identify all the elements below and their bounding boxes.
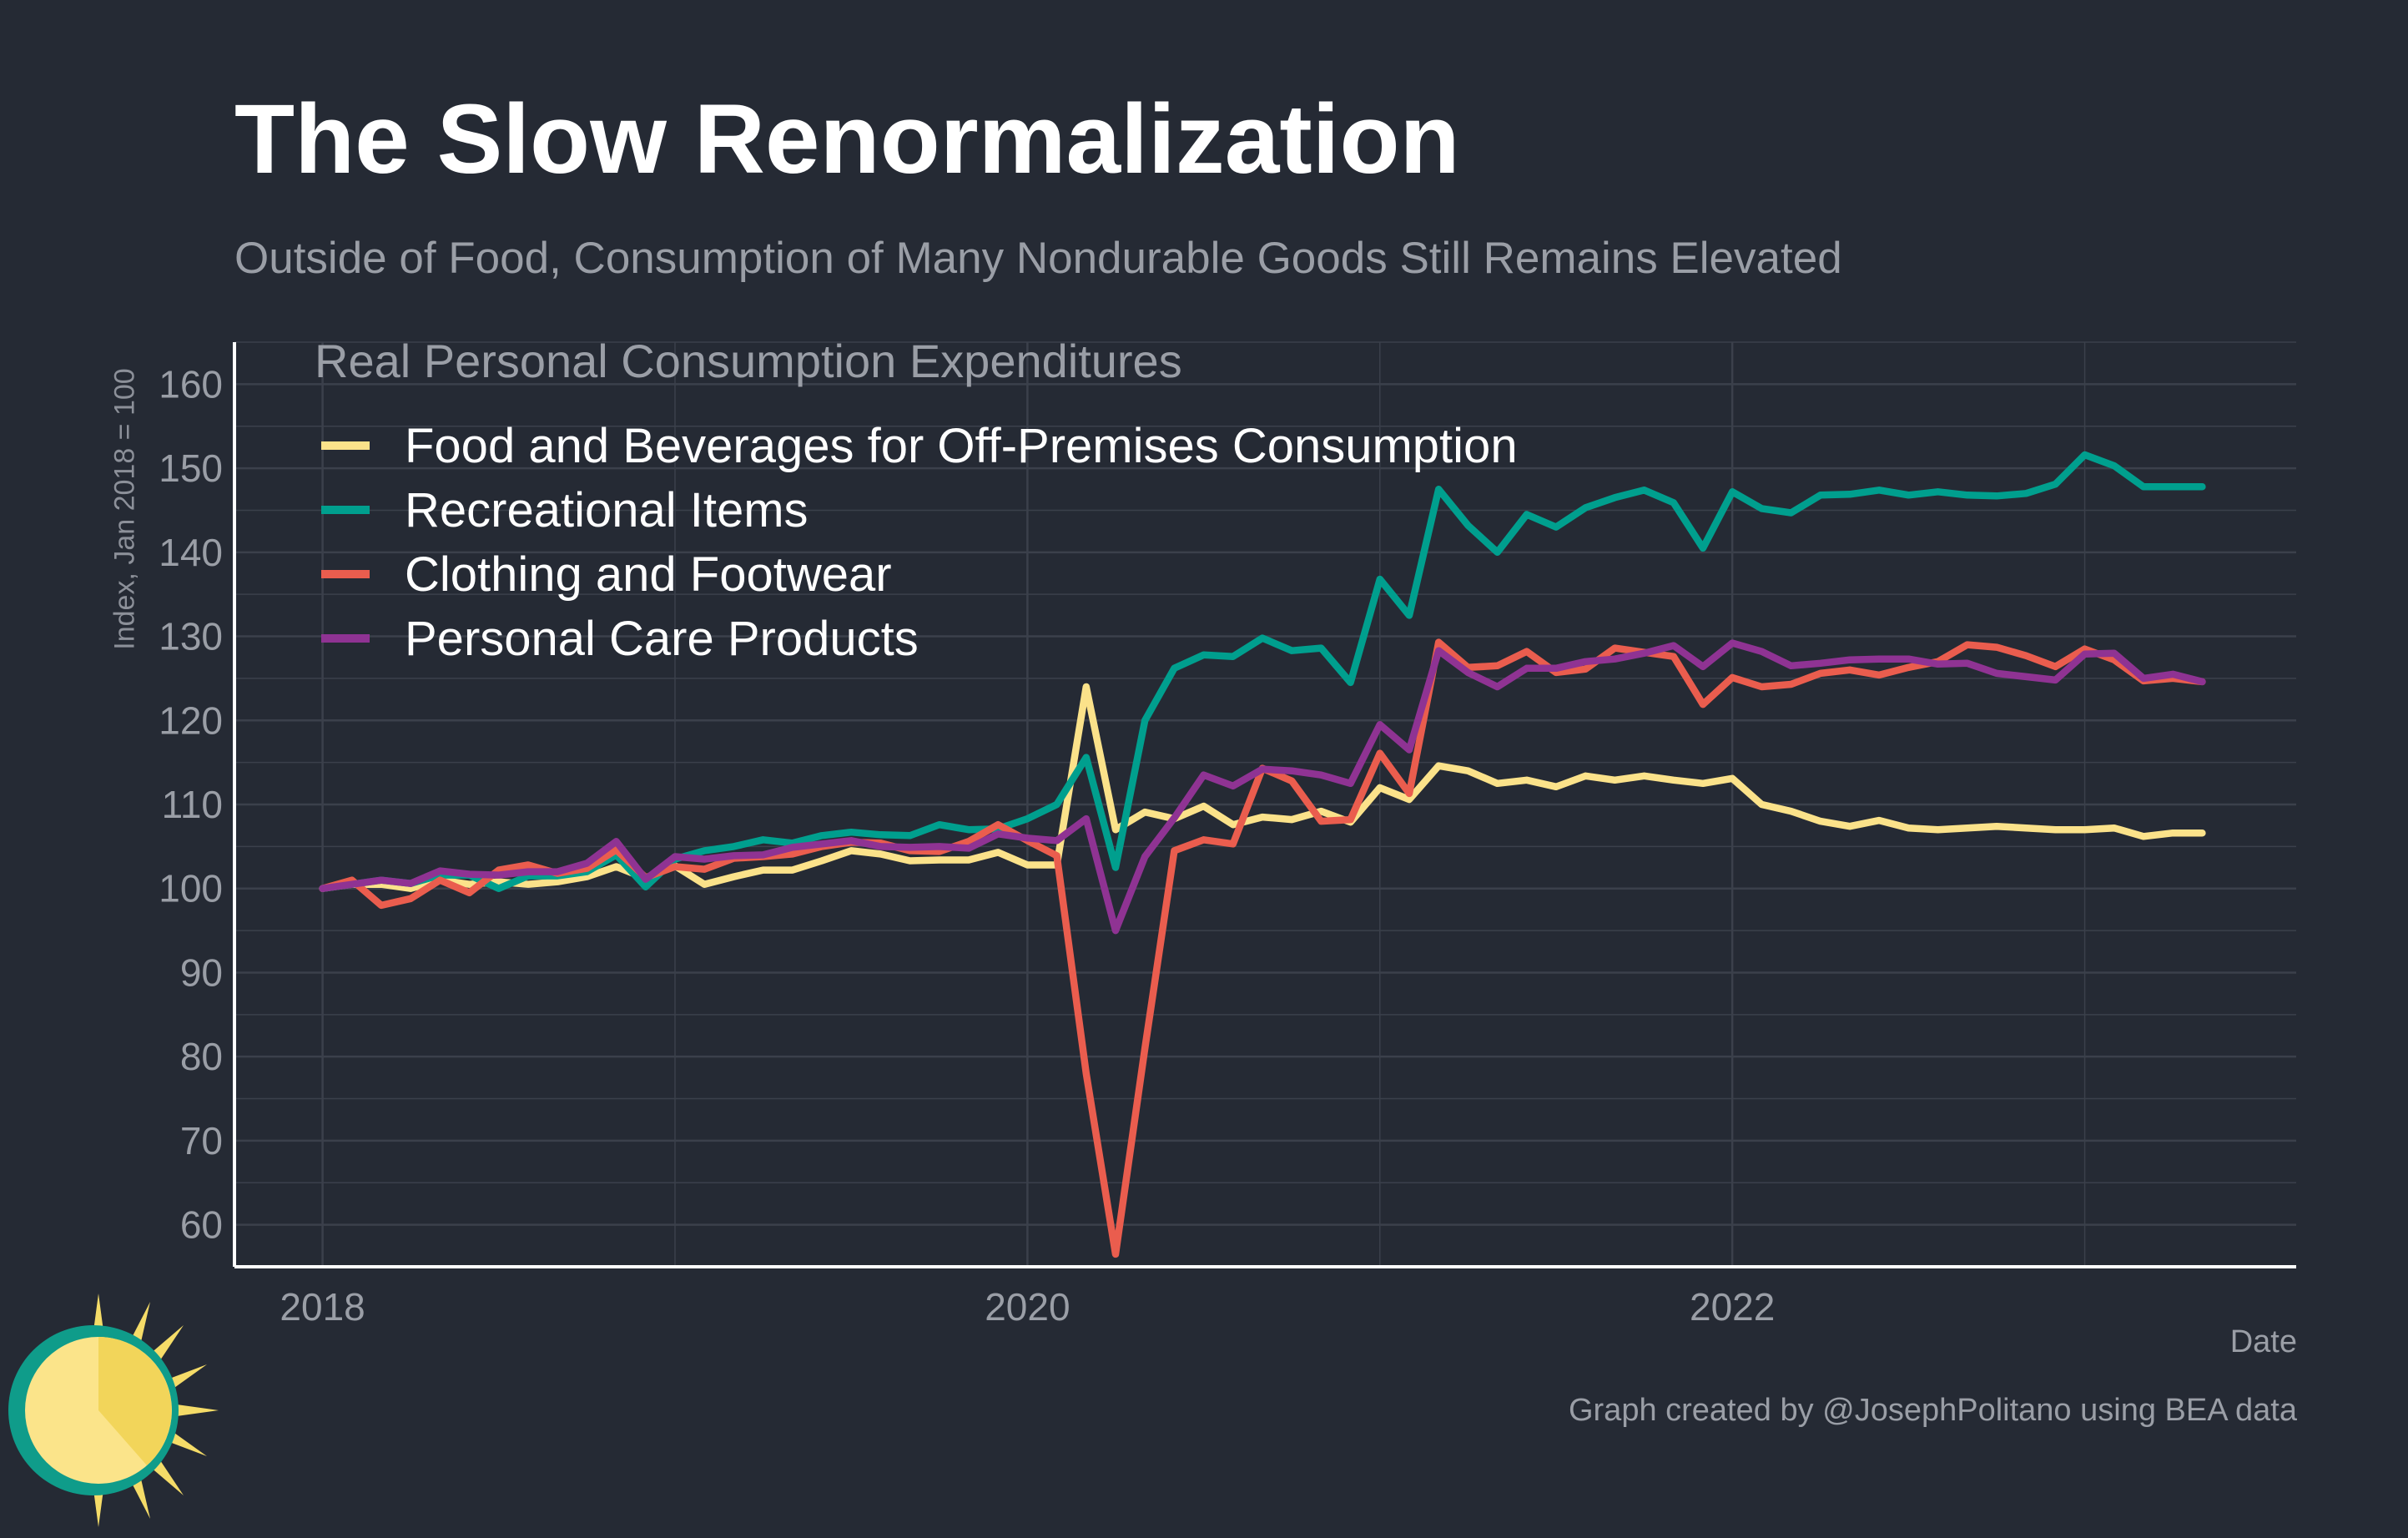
source-caption: Graph created by @JosephPolitano using B… — [1568, 1393, 2297, 1428]
x-tick-label: 2018 — [280, 1285, 365, 1329]
y-tick-label: 120 — [159, 698, 223, 742]
y-tick-label: 110 — [162, 783, 223, 826]
x-axis-label: Date — [2229, 1324, 2297, 1359]
y-tick-label: 100 — [159, 867, 223, 910]
y-tick-label: 60 — [180, 1203, 223, 1247]
legend-label: Personal Care Products — [405, 612, 919, 666]
y-tick-label: 70 — [180, 1119, 223, 1162]
series-line-4 — [319, 639, 2206, 935]
y-tick-label: 150 — [159, 446, 223, 490]
x-tick-label: 2022 — [1690, 1285, 1775, 1329]
chart-subtitle: Outside of Food, Consumption of Many Non… — [234, 234, 1842, 283]
sun-logo-icon — [8, 1293, 219, 1527]
legend-label: Clothing and Footwear — [405, 547, 892, 602]
y-tick-label: 80 — [180, 1035, 223, 1078]
legend-title: Real Personal Consumption Expenditures — [315, 335, 1182, 387]
chart-title: The Slow Renormalization — [234, 84, 1460, 194]
y-tick-label: 140 — [159, 531, 223, 574]
legend-label: Recreational Items — [405, 483, 809, 537]
y-tick-label: 130 — [159, 615, 223, 658]
x-tick-label: 2020 — [985, 1285, 1070, 1329]
y-tick-label: 160 — [159, 362, 223, 406]
y-tick-label: 90 — [180, 951, 223, 994]
series-line-3 — [319, 638, 2206, 1258]
legend-label: Food and Beverages for Off-Premises Cons… — [405, 419, 1518, 473]
series-line-2 — [319, 451, 2206, 892]
